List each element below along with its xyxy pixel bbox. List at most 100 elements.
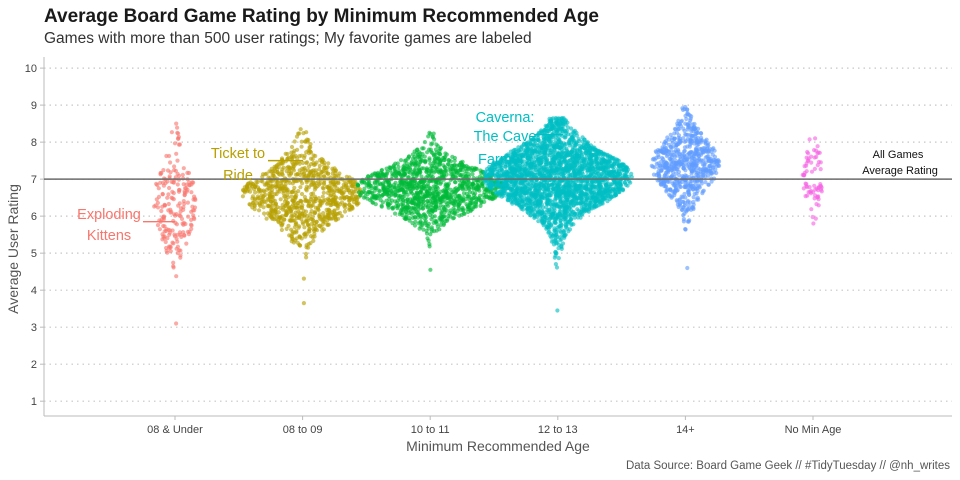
data-point [270,184,275,189]
data-point [246,181,251,186]
data-point [467,197,472,203]
data-point [421,195,426,200]
data-point [156,194,162,199]
data-point [594,166,599,171]
data-point [158,170,163,176]
data-point [590,146,595,151]
data-point [550,158,555,163]
data-point [322,219,327,224]
data-point [425,181,431,186]
data-point [429,173,434,178]
data-point [400,197,405,203]
data-point [186,214,191,219]
data-point [404,213,409,218]
data-point [566,173,571,179]
data-point [406,175,411,180]
data-point [314,219,319,224]
data-point [574,151,579,156]
data-point [460,205,465,210]
data-point [672,131,677,136]
data-point [174,121,179,126]
data-point [168,170,173,175]
y-tick-label: 4 [31,285,37,297]
data-point [184,241,189,246]
data-point [268,204,273,209]
data-point [467,181,473,186]
data-point [326,161,331,166]
data-point [536,158,542,163]
data-point [543,194,548,199]
data-point [304,255,309,260]
data-point [344,174,349,179]
data-point [176,203,181,208]
data-point [540,220,545,225]
data-point [489,181,494,186]
data-point [161,168,166,173]
data-point [171,260,176,265]
data-point [580,154,585,159]
data-point [442,190,447,195]
data-point [412,168,417,173]
data-point [419,166,424,171]
data-point [549,215,554,220]
data-point [285,156,290,161]
data-point [360,179,365,184]
data-point [572,180,577,185]
data-point [456,186,461,191]
data-point [276,215,281,220]
data-point [563,222,568,227]
data-point [605,152,610,157]
series-points [152,121,198,326]
data-point [400,208,405,213]
data-point [337,189,342,194]
data-point [351,197,356,202]
data-point [417,226,422,231]
data-point [565,179,570,184]
data-point [412,181,417,186]
data-point [562,216,568,221]
data-point [299,139,304,144]
data-point [262,182,267,187]
data-point [319,199,324,204]
data-point [401,164,406,169]
data-point [547,193,552,198]
y-tick-label: 8 [31,137,37,149]
data-point [629,174,634,180]
data-point [289,170,294,175]
data-point [531,181,536,186]
data-point [558,225,563,230]
data-point [275,179,280,184]
data-point [328,185,333,190]
data-point [453,194,458,199]
data-point [577,168,583,174]
data-point [320,194,325,199]
data-point [414,172,419,177]
data-point [565,192,570,198]
data-point [189,190,194,195]
data-point [528,137,533,142]
data-point [187,180,192,185]
data-point [599,200,605,205]
data-point [299,144,304,149]
data-point [292,139,297,144]
data-point [298,127,303,132]
data-point [329,216,334,221]
data-point [294,205,299,210]
data-point [451,202,456,207]
data-point [335,201,340,206]
data-point [193,197,198,202]
data-point [306,168,311,173]
data-point [547,146,552,151]
data-point [288,218,293,223]
data-point [282,186,287,191]
data-point [404,206,409,211]
data-point [580,192,585,198]
data-point [313,153,318,159]
data-point [564,197,570,202]
data-point [287,165,292,170]
data-point [283,194,288,199]
data-point [558,140,564,145]
data-point [570,135,575,140]
data-point [585,182,591,187]
data-point [322,180,327,185]
